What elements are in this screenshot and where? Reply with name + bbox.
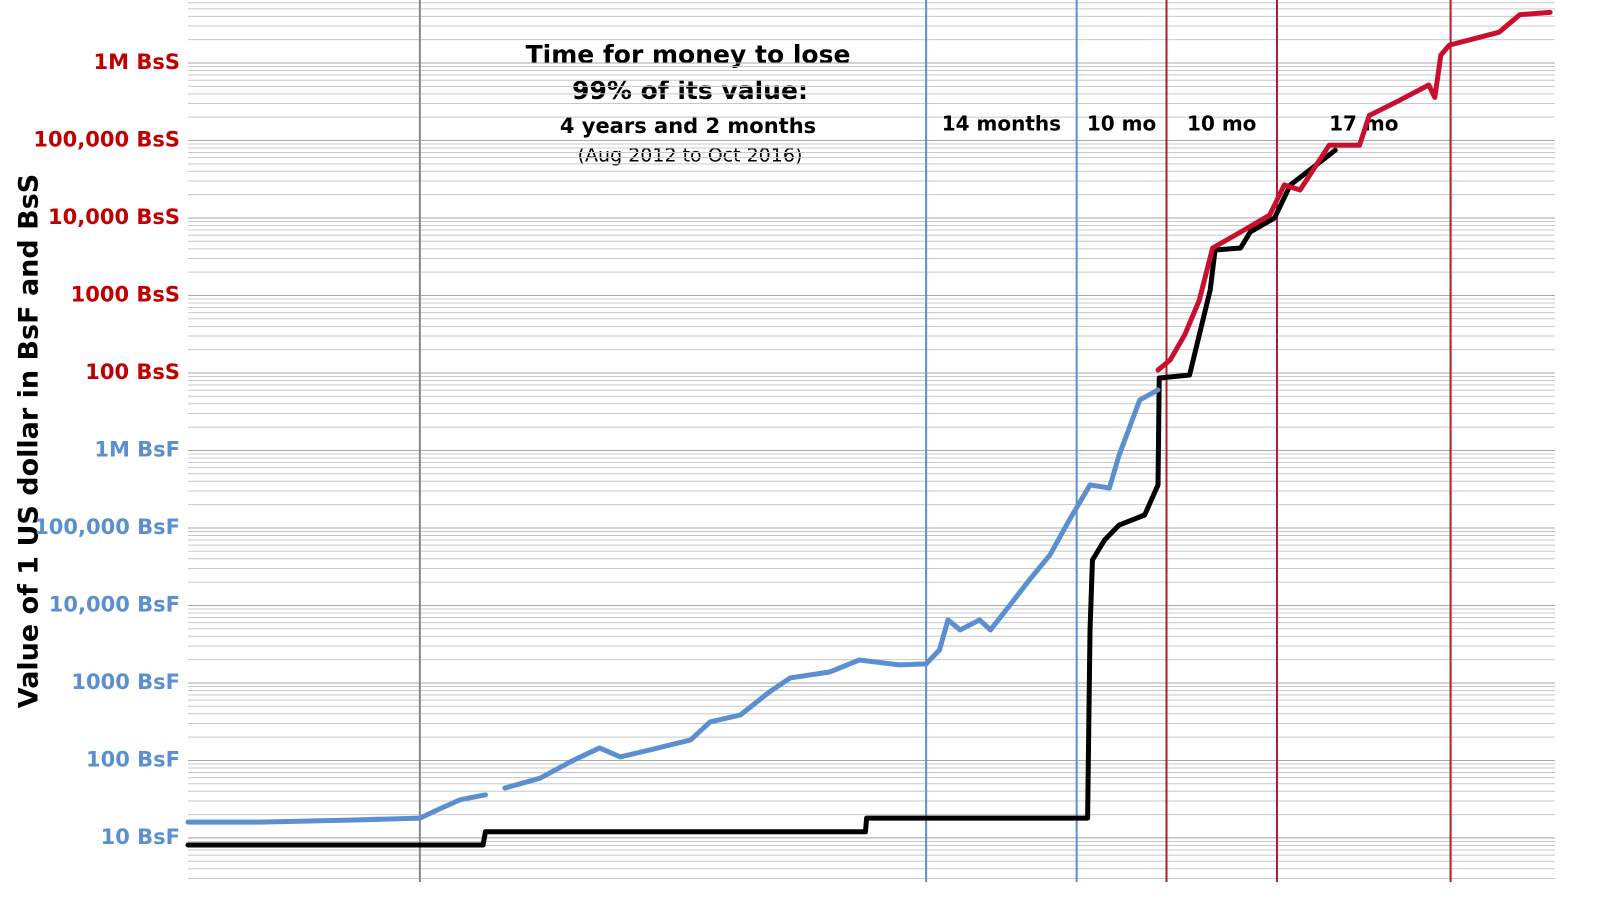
series-line [1155,9,1553,373]
series-line [185,147,1338,848]
interval-label: 10 mo [1187,112,1256,136]
y-tick-label: 1000 BsS [71,282,180,306]
y-tick-label: 10 BsF [101,825,180,849]
series-line [185,792,488,825]
y-tick-label: 10,000 BsS [48,205,180,229]
interval-label: 14 months [942,112,1061,136]
y-tick-label: 100,000 BsF [34,515,180,539]
y-tick-label: 1M BsS [94,50,180,74]
y-tick-label: 1000 BsF [71,670,180,694]
interval-label: 10 mo [1087,112,1156,136]
y-tick-label: 100,000 BsS [33,127,180,151]
y-axis-label: Value of 1 US dollar in BsF and BsS [14,174,45,708]
annotation: 99% of its value: [572,76,808,105]
annotation: 4 years and 2 months [560,114,816,138]
y-tick-label: 100 BsF [86,747,180,771]
series-line [502,387,1161,791]
y-tick-label: 10,000 BsF [49,592,180,616]
y-tick-label: 100 BsS [85,360,180,384]
annotation: Time for money to lose [526,40,851,69]
annotation: (Aug 2012 to Oct 2016) [578,145,803,167]
y-tick-label: 1M BsF [94,437,180,461]
